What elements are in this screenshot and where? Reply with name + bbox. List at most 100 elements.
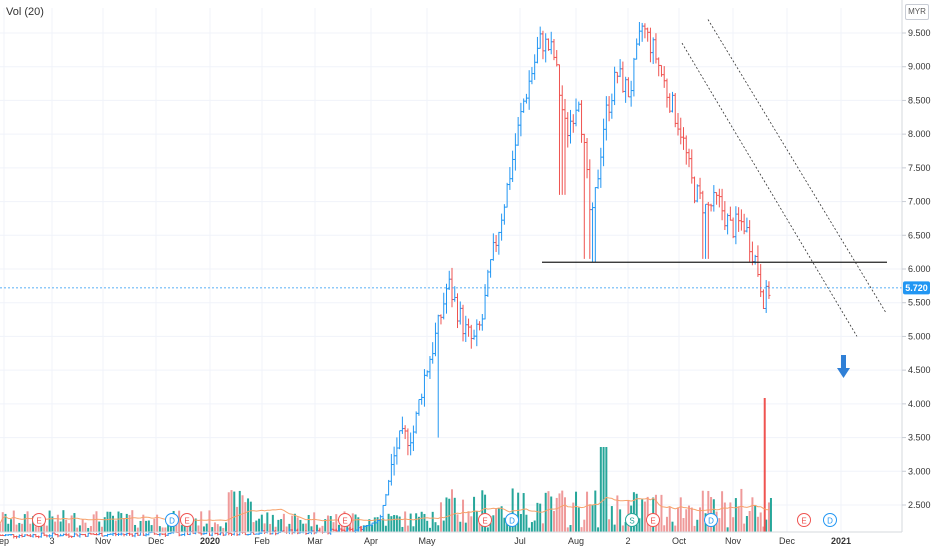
volume-bar — [21, 523, 24, 532]
price-bar — [497, 231, 501, 255]
volume-bar — [313, 512, 316, 532]
indicator-label[interactable]: Vol (20) — [6, 6, 44, 18]
volume-bar — [616, 495, 619, 532]
event-marker-e[interactable]: E — [32, 513, 46, 527]
event-marker-e[interactable]: E — [338, 513, 352, 527]
volume-bar — [156, 514, 159, 532]
price-bar — [436, 314, 440, 438]
volume-bar — [580, 527, 583, 532]
price-bar — [136, 532, 140, 536]
event-marker-d[interactable]: D — [505, 513, 519, 527]
volume-bar — [641, 499, 644, 532]
volume-bar — [100, 526, 103, 532]
price-bar — [31, 533, 35, 538]
volume-bar — [428, 527, 431, 532]
price-bar — [442, 292, 446, 320]
volume-bar — [307, 514, 310, 532]
volume-bar — [765, 519, 768, 532]
volume-bar — [688, 505, 691, 532]
event-marker-d[interactable]: D — [165, 513, 179, 527]
price-bar — [89, 532, 93, 535]
event-marker-e[interactable]: E — [180, 513, 194, 527]
volume-bar — [478, 521, 481, 532]
price-bar — [362, 525, 366, 531]
currency-badge[interactable]: MYR — [905, 4, 929, 20]
x-tick-label: Dec — [148, 536, 165, 546]
volume-bar — [324, 519, 327, 532]
price-bar — [103, 534, 107, 537]
event-marker-e[interactable]: E — [797, 513, 811, 527]
volume-bar — [95, 511, 98, 532]
volume-bar — [751, 497, 754, 532]
volume-bar — [175, 524, 178, 532]
price-bar — [119, 531, 123, 536]
price-bar — [665, 78, 669, 108]
volume-bar — [450, 489, 453, 532]
volume-bar — [158, 526, 161, 532]
price-bar — [268, 530, 272, 535]
volume-bar — [674, 525, 677, 532]
price-bar — [224, 532, 228, 536]
volume-bar — [517, 492, 520, 532]
price-bar — [246, 533, 250, 536]
price-bar — [61, 533, 65, 537]
price-bar — [728, 206, 732, 221]
volume-bar — [497, 508, 500, 532]
event-label: D — [827, 517, 833, 526]
price-bar — [483, 284, 487, 320]
price-bar — [613, 66, 617, 106]
volume-bar — [763, 398, 766, 532]
volume-bar — [12, 510, 15, 532]
volume-bar — [326, 515, 329, 532]
price-bar — [704, 203, 708, 259]
y-tick-label: 7.000 — [908, 197, 931, 207]
price-bar — [467, 318, 471, 337]
event-marker-s[interactable]: S — [625, 513, 639, 527]
price-bar — [657, 57, 661, 77]
price-bar — [183, 530, 187, 537]
price-bar — [48, 534, 52, 538]
volume-bar — [128, 515, 131, 532]
volume-bar — [315, 524, 318, 532]
price-bar — [249, 530, 253, 535]
event-marker-e[interactable]: E — [646, 513, 660, 527]
price-bar — [428, 356, 432, 379]
volume-bar — [721, 491, 724, 532]
price-axis[interactable]: 9.500 9.000 8.500 8.000 7.500 7.000 6.500 6.000… — [902, 28, 931, 510]
price-bar — [491, 233, 495, 261]
volume-bar — [280, 519, 283, 532]
price-bar — [624, 76, 628, 103]
volume-bar — [597, 527, 600, 532]
volume-bar — [404, 511, 407, 532]
price-bar — [444, 283, 448, 314]
volume-bar — [409, 513, 412, 532]
price-bar — [414, 411, 418, 434]
event-marker-d[interactable]: D — [823, 513, 837, 527]
event-marker-d[interactable]: D — [704, 513, 718, 527]
price-bar — [731, 217, 735, 239]
price-bar — [478, 321, 482, 331]
time-axis[interactable]: ep 3 Nov Dec 2020 Feb Mar Apr May Jul Aug 2 Oct Nov De… — [0, 536, 851, 546]
price-bar — [745, 217, 749, 233]
volume-bar — [415, 513, 418, 532]
price-bar — [345, 528, 349, 532]
volume-bar — [59, 521, 62, 532]
volume-bar — [70, 515, 73, 532]
price-bar — [690, 149, 694, 184]
volume-bar — [48, 510, 51, 532]
volume-bar — [51, 516, 54, 532]
volume-bar — [569, 525, 572, 532]
price-bar — [425, 370, 429, 377]
price-bar — [643, 23, 647, 39]
price-bar — [500, 213, 504, 241]
price-bar — [296, 528, 300, 535]
price-bar — [312, 530, 316, 535]
volume-bar — [200, 511, 203, 532]
x-tick-label: Dec — [779, 536, 796, 546]
event-marker-e[interactable]: E — [478, 513, 492, 527]
x-tick-label: Jul — [514, 536, 526, 546]
price-bar — [158, 532, 162, 537]
price-bar — [679, 117, 683, 145]
